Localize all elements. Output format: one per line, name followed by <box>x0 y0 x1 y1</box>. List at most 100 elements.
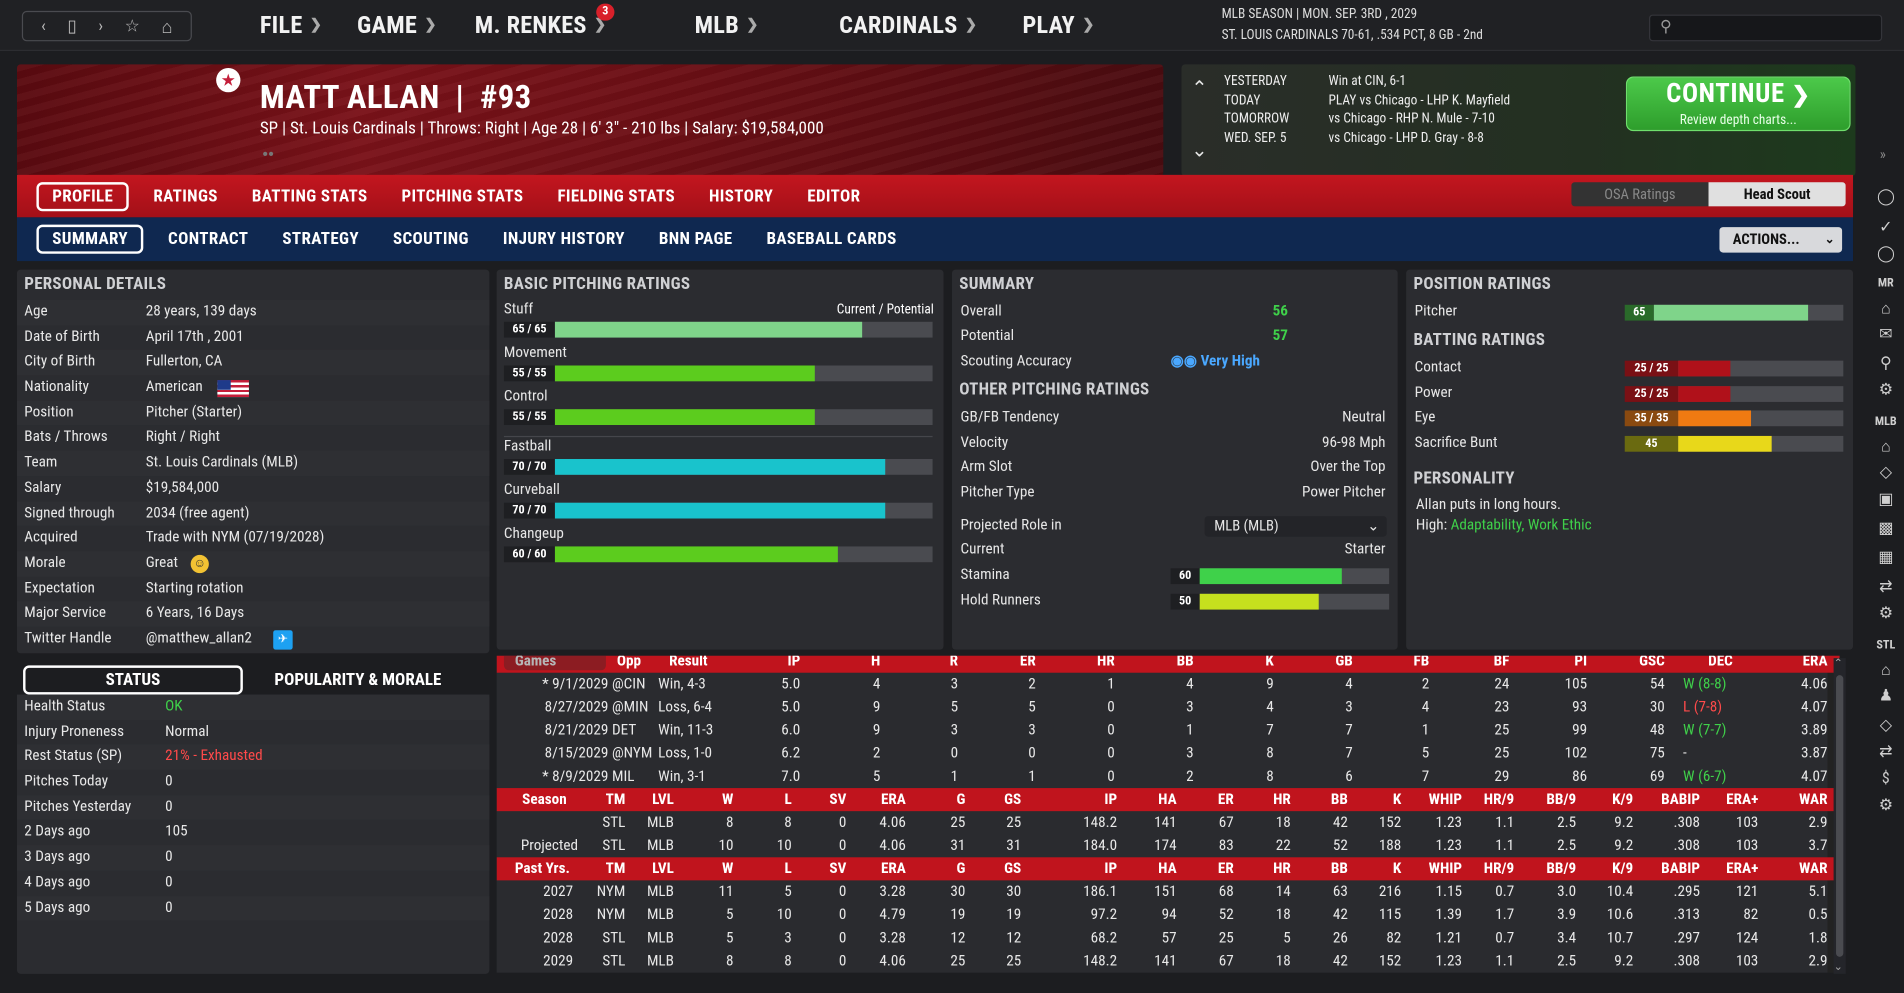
tab-editor[interactable]: EDITOR <box>807 186 861 206</box>
home-icon[interactable]: ⌂ <box>1881 438 1891 457</box>
transfer-icon[interactable]: ⇄ <box>1879 578 1893 597</box>
tab-contract[interactable]: CONTRACT <box>168 229 249 249</box>
window-icon[interactable]: ▯ <box>67 16 77 36</box>
tab-ratings[interactable]: RATINGS <box>153 186 218 206</box>
star-icon[interactable]: ☆ <box>124 16 140 36</box>
mail-icon[interactable]: ✉ <box>1879 325 1893 344</box>
other-pitching-title: OTHER PITCHING RATINGS <box>959 380 1150 400</box>
tab-bnn-page[interactable]: BNN PAGE <box>658 229 733 249</box>
cell: 52 <box>1332 836 1348 855</box>
cell: 8/27/2029 <box>544 698 609 717</box>
chevron-down-icon: ❯ <box>964 15 978 33</box>
check-icon[interactable]: ✓ <box>1879 218 1893 237</box>
tab-status[interactable]: STATUS <box>23 665 243 695</box>
tab-history[interactable]: HISTORY <box>708 186 774 206</box>
id-card-icon[interactable]: ▣ <box>1878 490 1894 509</box>
cell: 2 <box>1186 767 1194 786</box>
diamond-icon[interactable]: ◇ <box>1879 716 1892 735</box>
tab-scouting[interactable]: SCOUTING <box>392 229 469 249</box>
cell: 5.0 <box>781 698 801 717</box>
search-input[interactable]: ⚲ <box>1649 14 1883 42</box>
menu-file[interactable]: FILE ❯ <box>260 10 322 39</box>
season-row: STL MLB 8 8 0 4.06 25 25 148.2 141 67 18 42 152 1.23 1.… <box>497 811 1840 834</box>
bulb-icon[interactable]: ◯ <box>1876 188 1895 207</box>
expand-icon[interactable]: » <box>1879 145 1886 163</box>
calendar-icon[interactable]: ▦ <box>1878 548 1894 568</box>
detail-row: Position Pitcher (Starter) <box>17 400 490 426</box>
home-icon[interactable]: ⌂ <box>161 15 173 38</box>
cell: 8/15/2029 <box>544 744 609 763</box>
menu-play[interactable]: PLAY ❯ <box>1022 10 1094 39</box>
tab-popularity-morale[interactable]: POPULARITY & MORALE <box>274 670 442 690</box>
schedule-list: YESTERDAY Win at CIN, 6-1 TODAY PLAY vs Ch… <box>1224 72 1613 147</box>
summary-title: SUMMARY <box>959 274 1035 294</box>
header-cell: BB <box>1330 790 1348 809</box>
tab-profile[interactable]: PROFILE <box>36 181 130 211</box>
gear-icon[interactable]: ⚙ <box>1878 604 1893 623</box>
users-icon[interactable]: ♟ <box>1878 687 1893 706</box>
games-select[interactable] <box>503 655 606 671</box>
header-cell: ERA <box>880 859 906 878</box>
continue-label: CONTINUE <box>1666 78 1785 110</box>
detail-value: 6 Years, 16 Days <box>145 603 245 623</box>
chevron-down-icon[interactable]: ⌄ <box>1833 961 1843 974</box>
tab-injury-history[interactable]: INJURY HISTORY <box>502 229 625 249</box>
globe-icon[interactable]: ◯ <box>1876 245 1895 264</box>
cell: L (7-8) <box>1683 698 1723 717</box>
menu-cardinals[interactable]: CARDINALS ❯ <box>839 10 977 39</box>
tab-fielding-stats[interactable]: FIELDING STATS <box>557 186 675 206</box>
header-cell: BB/9 <box>1546 790 1577 809</box>
tab-strategy[interactable]: STRATEGY <box>282 229 359 249</box>
transfer-icon[interactable]: ⇄ <box>1879 743 1893 762</box>
projected-role-row: Projected Role in <box>960 516 1062 535</box>
detail-row: Age 28 years, 139 days <box>17 299 490 326</box>
continue-button[interactable]: CONTINUE ❯ Review depth charts... <box>1625 76 1851 132</box>
chevron-up-icon[interactable]: ⌃ <box>1191 76 1208 100</box>
gear-icon[interactable]: ⚙ <box>1878 381 1893 400</box>
cell: 86 <box>1572 767 1588 786</box>
back-icon[interactable]: ‹ <box>41 16 46 36</box>
cell: 3.0 <box>1557 882 1577 902</box>
chart-icon[interactable]: ▩ <box>1878 519 1894 538</box>
header-cell: TM <box>605 790 626 809</box>
gear-icon[interactable]: ⚙ <box>1878 796 1893 815</box>
tab-summary[interactable]: SUMMARY <box>36 224 144 254</box>
cell: W (7-7) <box>1683 721 1727 740</box>
detail-row: Expectation Starting rotation <box>17 576 489 601</box>
scrollbar-track[interactable]: ⌃ ⌄ <box>1833 658 1846 974</box>
osa-ratings-button[interactable]: OSA Ratings <box>1571 182 1709 207</box>
header-cell: ERA+ <box>1726 790 1759 809</box>
pitch-rating-bar-label: 70 / 70 <box>503 502 555 519</box>
menu-mlb[interactable]: MLB ❯ <box>695 10 759 39</box>
home-icon[interactable]: ⌂ <box>1881 299 1891 319</box>
cell: DET <box>612 721 637 740</box>
menu-game[interactable]: GAME ❯ <box>357 10 437 39</box>
header-cell: G <box>956 859 966 878</box>
actions-dropdown[interactable]: ACTIONS... ⌄ <box>1719 227 1843 253</box>
forward-icon[interactable]: › <box>98 16 104 36</box>
diamond-icon[interactable]: ◇ <box>1879 463 1892 483</box>
head-scout-button[interactable]: Head Scout <box>1708 182 1846 207</box>
cell: STL <box>602 952 626 971</box>
batting-row: Sacrifice Bunt <box>1406 431 1853 456</box>
tab-baseball-cards[interactable]: BASEBALL CARDS <box>766 229 897 249</box>
status-row: Injury Proneness Normal <box>17 720 489 745</box>
chevron-down-icon[interactable]: ⌄ <box>1191 138 1208 162</box>
dollar-icon[interactable]: $ <box>1881 769 1890 789</box>
twitter-icon[interactable]: ✈ <box>273 630 293 650</box>
status-value: 0 <box>165 772 173 791</box>
detail-label: Team <box>24 453 58 472</box>
cell: 0 <box>950 744 959 763</box>
home-icon[interactable]: ⌂ <box>1881 661 1891 681</box>
chevron-up-icon[interactable]: ⌃ <box>1833 658 1843 671</box>
batting-bar-track <box>1678 360 1844 377</box>
cell: 2027 <box>543 882 574 902</box>
search-icon[interactable]: ⚲ <box>1880 354 1892 373</box>
projected-role-select[interactable]: MLB (MLB) ⌄ <box>1204 516 1387 537</box>
current-role-row: Current Starter <box>952 538 1398 563</box>
tab-pitching-stats[interactable]: PITCHING STATS <box>401 186 524 206</box>
tab-batting-stats[interactable]: BATTING STATS <box>251 186 368 206</box>
detail-row: Acquired Trade with NYM (07/19/2028) <box>17 526 489 551</box>
status-row: 5 Days ago 0 <box>17 895 490 921</box>
menu-manager[interactable]: M. RENKES ❯ <box>475 10 607 39</box>
